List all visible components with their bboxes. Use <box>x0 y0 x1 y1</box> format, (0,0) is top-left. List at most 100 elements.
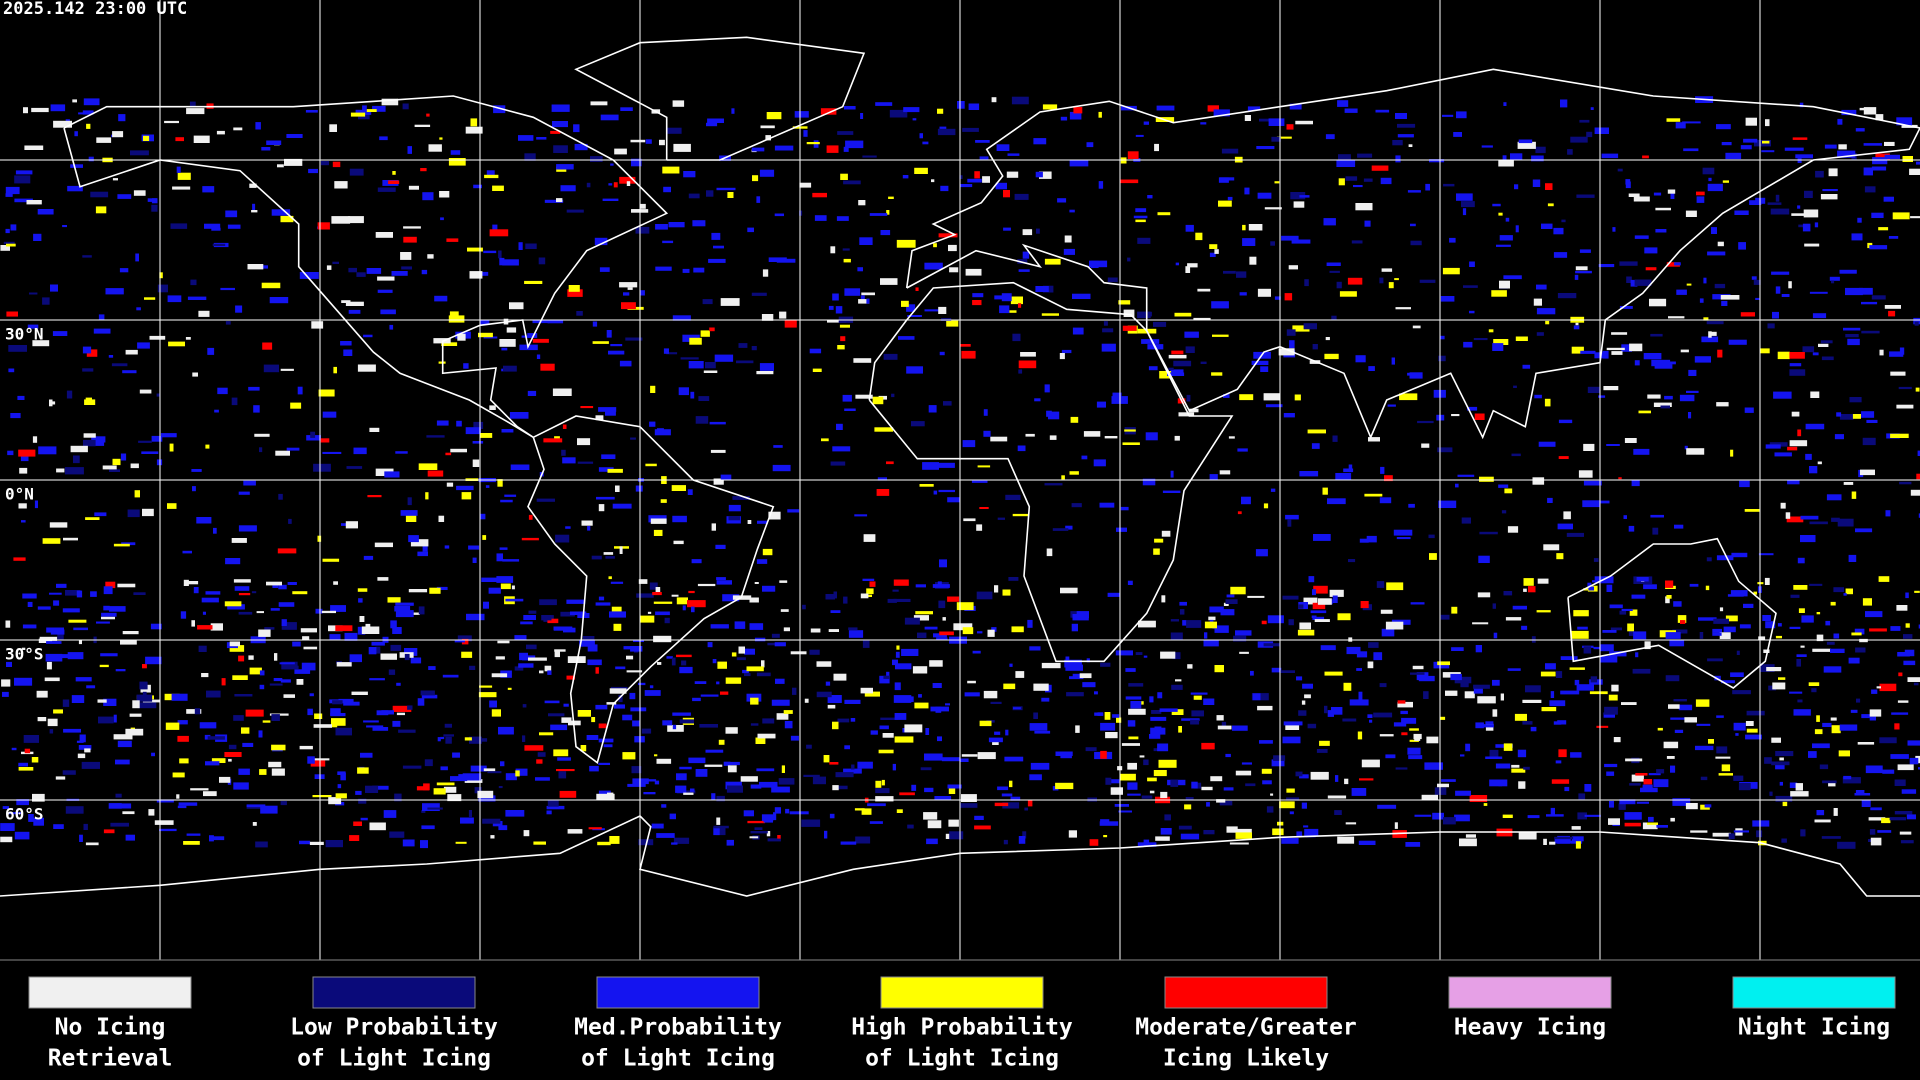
cloud-pixel <box>1105 732 1118 739</box>
cloud-pixel <box>618 694 623 703</box>
cloud-pixel <box>1609 651 1627 657</box>
cloud-pixel <box>357 364 376 372</box>
cloud-pixel <box>892 763 896 771</box>
cloud-pixel <box>1505 617 1522 621</box>
cloud-pixel <box>1348 464 1353 473</box>
cloud-pixel <box>1193 317 1211 320</box>
cloud-pixel <box>374 542 393 548</box>
cloud-pixel <box>1336 281 1342 289</box>
cloud-pixel <box>1445 690 1458 696</box>
cloud-pixel <box>1219 800 1233 806</box>
cloud-pixel <box>1869 829 1876 835</box>
cloud-pixel <box>482 535 487 540</box>
cloud-pixel <box>732 595 752 600</box>
cloud-pixel <box>441 342 458 346</box>
cloud-pixel <box>1740 312 1755 317</box>
cloud-pixel <box>742 669 749 674</box>
cloud-pixel <box>1900 840 1914 844</box>
cloud-pixel <box>180 611 187 619</box>
legend-label: Med.Probability <box>574 1015 782 1041</box>
cloud-pixel <box>280 368 294 371</box>
cloud-pixel <box>312 795 332 798</box>
cloud-pixel <box>6 311 19 317</box>
cloud-pixel <box>500 499 513 503</box>
cloud-pixel <box>1100 722 1116 731</box>
cloud-pixel <box>1734 210 1749 215</box>
cloud-pixel <box>132 700 140 709</box>
cloud-pixel <box>777 835 781 839</box>
cloud-pixel <box>920 767 932 771</box>
cloud-pixel <box>747 820 766 824</box>
cloud-pixel <box>911 421 925 427</box>
cloud-pixel <box>547 670 552 675</box>
cloud-pixel <box>543 438 563 443</box>
cloud-pixel <box>924 787 934 793</box>
cloud-pixel <box>1527 815 1540 819</box>
cloud-pixel <box>1100 750 1107 759</box>
cloud-pixel <box>151 435 163 442</box>
cloud-pixel <box>725 677 742 684</box>
cloud-pixel <box>497 640 510 644</box>
cloud-pixel <box>1833 587 1844 593</box>
cloud-pixel <box>299 745 313 750</box>
cloud-pixel <box>1272 828 1284 836</box>
cloud-pixel <box>603 552 614 555</box>
cloud-pixel <box>1392 140 1403 146</box>
cloud-pixel <box>1789 782 1798 788</box>
cloud-pixel <box>194 708 201 715</box>
cloud-pixel <box>1311 443 1320 449</box>
cloud-pixel <box>907 824 914 829</box>
cloud-pixel <box>843 180 861 185</box>
cloud-pixel <box>631 766 642 774</box>
cloud-pixel <box>1003 839 1008 845</box>
cloud-pixel <box>1556 553 1564 560</box>
cloud-pixel <box>979 507 989 509</box>
cloud-pixel <box>1582 500 1600 508</box>
cloud-pixel <box>522 735 526 742</box>
cloud-pixel <box>1273 755 1286 761</box>
cloud-pixel <box>446 482 454 487</box>
cloud-pixel <box>1203 639 1219 647</box>
cloud-pixel <box>329 634 341 641</box>
cloud-pixel <box>700 694 719 697</box>
cloud-pixel <box>1060 116 1068 121</box>
cloud-pixel <box>1361 759 1380 768</box>
cloud-pixel <box>186 108 205 115</box>
cloud-pixel <box>1545 320 1550 325</box>
cloud-pixel <box>1765 621 1776 629</box>
cloud-pixel <box>1686 390 1699 393</box>
cloud-pixel <box>1245 783 1256 787</box>
cloud-pixel <box>1024 807 1028 811</box>
cloud-pixel <box>1558 456 1569 459</box>
cloud-pixel <box>1647 822 1658 825</box>
cloud-pixel <box>1557 720 1567 725</box>
cloud-pixel <box>1168 367 1174 371</box>
cloud-pixel <box>566 209 584 213</box>
cloud-pixel <box>337 784 342 789</box>
cloud-pixel <box>1228 436 1235 439</box>
cloud-pixel <box>1642 155 1649 159</box>
cloud-pixel <box>1918 513 1920 518</box>
cloud-pixel <box>1285 514 1299 520</box>
cloud-pixel <box>122 811 135 815</box>
cloud-pixel <box>1711 227 1717 234</box>
cloud-pixel <box>825 681 831 686</box>
cloud-pixel <box>880 717 899 720</box>
cloud-pixel <box>1656 769 1665 774</box>
cloud-pixel <box>287 582 297 585</box>
cloud-pixel <box>1665 675 1680 682</box>
cloud-pixel <box>645 779 657 782</box>
cloud-pixel <box>1250 670 1254 676</box>
cloud-pixel <box>1730 590 1748 597</box>
cloud-pixel <box>1574 679 1580 686</box>
cloud-pixel <box>402 765 422 769</box>
cloud-pixel <box>498 726 514 735</box>
cloud-pixel <box>375 646 381 654</box>
cloud-pixel <box>1719 632 1731 639</box>
cloud-pixel <box>1896 404 1914 409</box>
cloud-pixel <box>1878 576 1890 582</box>
cloud-pixel <box>843 768 862 774</box>
cloud-pixel <box>14 677 33 686</box>
cloud-pixel <box>1503 743 1513 751</box>
cloud-pixel <box>1274 181 1280 184</box>
